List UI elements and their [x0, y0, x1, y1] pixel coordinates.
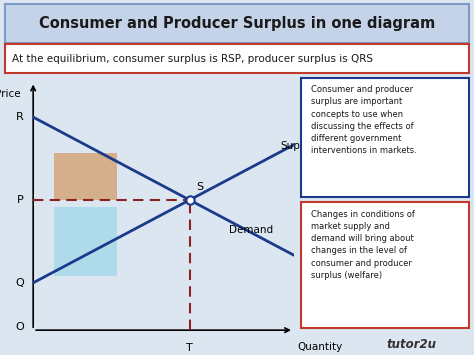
Text: P: P — [18, 195, 24, 205]
Text: O: O — [15, 322, 24, 332]
Text: Supply: Supply — [281, 141, 317, 152]
Text: Consumer and producer
surplus are important
concepts to use when
discussing the : Consumer and producer surplus are import… — [311, 85, 417, 155]
Text: Consumer and Producer Surplus in one diagram: Consumer and Producer Surplus in one dia… — [39, 16, 435, 31]
Text: Demand: Demand — [229, 225, 273, 235]
Text: Q: Q — [15, 278, 24, 288]
Text: R: R — [16, 112, 24, 122]
Bar — [54, 207, 117, 276]
Text: At the equilibrium, consumer surplus is RSP, producer surplus is QRS: At the equilibrium, consumer surplus is … — [12, 54, 373, 64]
Text: Changes in conditions of
market supply and
demand will bring about
changes in th: Changes in conditions of market supply a… — [311, 210, 415, 280]
Text: Price: Price — [0, 89, 20, 99]
Text: S: S — [196, 182, 203, 192]
Bar — [54, 153, 117, 200]
Text: Quantity: Quantity — [298, 342, 343, 352]
Text: tutor2u: tutor2u — [386, 338, 436, 351]
Text: T: T — [186, 343, 193, 353]
